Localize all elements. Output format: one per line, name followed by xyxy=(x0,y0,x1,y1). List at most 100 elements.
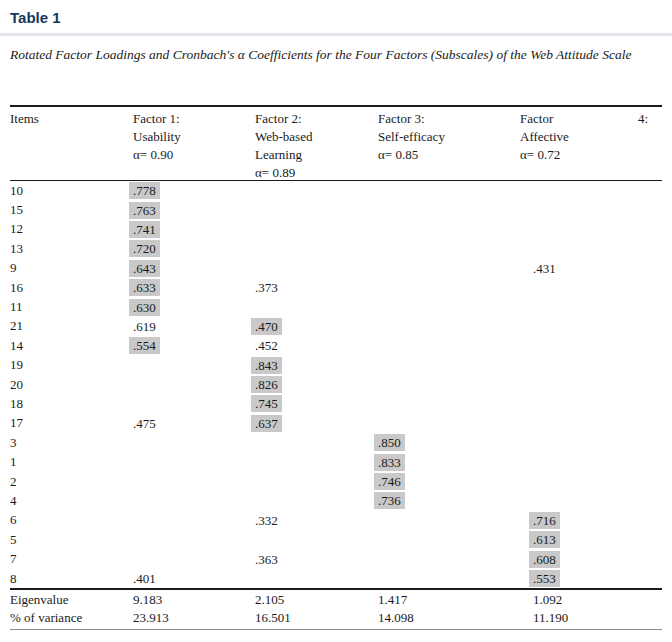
item-number: 3 xyxy=(10,435,133,451)
factor-loading: .619 xyxy=(129,318,160,335)
table-caption: Rotated Factor Loadings and Cronbach's α… xyxy=(10,45,658,64)
item-number: 5 xyxy=(10,532,133,548)
table-body: 10.77815.76312.74113.7209.643.43116.633.… xyxy=(10,181,662,588)
cell-pad: .608 xyxy=(520,551,662,568)
item-number: 6 xyxy=(10,512,133,528)
loading-cell: .778 xyxy=(133,182,255,199)
table-row: 11.630 xyxy=(10,297,662,316)
table-row: 9.643.431 xyxy=(10,259,662,278)
header-line-justified: Factor4: xyxy=(520,110,648,128)
heading-rule xyxy=(0,33,672,36)
loading-cell: .613 xyxy=(520,531,662,548)
header-text: α= 0.89 xyxy=(255,164,378,182)
item-number: 15 xyxy=(10,202,133,218)
factor-loading-highlighted: .553 xyxy=(529,570,560,587)
factor-loading: .363 xyxy=(251,551,282,568)
factor-loading-highlighted: .643 xyxy=(129,260,160,277)
loading-cell: .373 xyxy=(255,279,378,296)
header-text: Web-based xyxy=(255,128,378,146)
table-row: 18.745 xyxy=(10,394,662,413)
factor-loading-highlighted: .637 xyxy=(251,415,282,432)
loading-cell: .741 xyxy=(133,221,255,238)
header-col-3: Factor 2:Web-basedLearningα= 0.89 xyxy=(255,110,378,180)
item-number: 19 xyxy=(10,357,133,373)
loading-cell: .363 xyxy=(255,551,378,568)
summary-value: 14.098 xyxy=(378,610,520,626)
loading-cell: .431 xyxy=(520,260,662,277)
document-page: Table 1 Rotated Factor Loadings and Cron… xyxy=(0,0,672,642)
header-text: Self-efficacy xyxy=(378,128,520,146)
header-text: α= 0.72 xyxy=(520,146,662,164)
loading-cell: .401 xyxy=(133,570,255,587)
factor-loading: .452 xyxy=(251,337,282,354)
cell-pad: .553 xyxy=(520,570,662,587)
cell-pad: .431 xyxy=(520,260,662,277)
loading-cell: .720 xyxy=(133,240,255,257)
loading-cell: .630 xyxy=(133,299,255,316)
table-row: 5 .613 xyxy=(10,530,662,549)
header-text: Affective xyxy=(520,128,662,146)
table-row: 20.826 xyxy=(10,375,662,394)
header-text: Factor 2: xyxy=(255,110,378,128)
factor-loading-highlighted: .608 xyxy=(529,551,560,568)
table-row: 14.554.452 xyxy=(10,336,662,355)
summary-value: 2.105 xyxy=(255,592,378,608)
table-row: 10.778 xyxy=(10,181,662,200)
summary-row: % of variance23.91316.50114.09811.190 xyxy=(10,609,662,627)
factor-loading: .373 xyxy=(251,279,282,296)
cell-pad: .716 xyxy=(520,512,662,529)
table-row: 12.741 xyxy=(10,220,662,239)
factor-loading-highlighted: .763 xyxy=(129,202,160,219)
item-number: 8 xyxy=(10,571,133,587)
table-row: 7.363.608 xyxy=(10,549,662,568)
factor-loading-highlighted: .630 xyxy=(129,299,160,316)
factor-loading-highlighted: .850 xyxy=(374,434,405,451)
item-number: 17 xyxy=(10,415,133,431)
header-text: Usability xyxy=(133,128,255,146)
item-number: 1 xyxy=(10,454,133,470)
summary-label: Eigenvalue xyxy=(10,592,133,608)
table-row: 1 .833 xyxy=(10,452,662,471)
header-text: α= 0.85 xyxy=(378,146,520,164)
table-header-row: ItemsFactor 1:Usabilityα= 0.90Factor 2:W… xyxy=(10,105,662,181)
item-number: 13 xyxy=(10,241,133,257)
summary-value: 1.417 xyxy=(378,592,520,608)
factor-loading-highlighted: .741 xyxy=(129,221,160,238)
factor-loading-highlighted: .745 xyxy=(251,395,282,412)
loading-cell: .554 xyxy=(133,337,255,354)
factor-loading-highlighted: .778 xyxy=(129,182,160,199)
factor-loading-highlighted: .716 xyxy=(529,512,560,529)
factor-loading-highlighted: .843 xyxy=(251,357,282,374)
header-text: Factor 1: xyxy=(133,110,255,128)
item-number: 11 xyxy=(10,299,133,315)
loading-cell: .452 xyxy=(255,337,378,354)
header-col-4: Factor 3:Self-efficacyα= 0.85 xyxy=(378,110,520,180)
table-row: 6 .332 .716 xyxy=(10,511,662,530)
item-number: 10 xyxy=(10,183,133,199)
header-text: α= 0.90 xyxy=(133,146,255,164)
factor-loading-highlighted: .833 xyxy=(374,454,405,471)
summary-value: 16.501 xyxy=(255,610,378,626)
loading-cell: .332 xyxy=(255,512,378,529)
factor-loading-highlighted: .746 xyxy=(374,473,405,490)
cell-pad: 11.190 xyxy=(520,610,662,626)
loading-cell: .643 xyxy=(133,260,255,277)
header-text: Items xyxy=(10,110,133,128)
loading-cell: .637 xyxy=(255,415,378,432)
table-row: 17.475.637 xyxy=(10,414,662,433)
header-text: Factor xyxy=(520,110,553,128)
header-col-2: Factor 1:Usabilityα= 0.90 xyxy=(133,110,255,180)
loading-cell: .470 xyxy=(255,318,378,335)
table-title: Table 1 xyxy=(0,0,672,26)
table-row: 21.619.470 xyxy=(10,317,662,336)
item-number: 4 xyxy=(10,493,133,509)
item-number: 2 xyxy=(10,474,133,490)
loading-cell: .736 xyxy=(378,492,520,509)
summary-value: 9.183 xyxy=(133,592,255,608)
loading-cell: .619 xyxy=(133,318,255,335)
table-row: 8.401 .553 xyxy=(10,569,662,588)
table-row: 13.720 xyxy=(10,239,662,258)
factor-loading: .431 xyxy=(529,260,560,277)
loading-cell: .826 xyxy=(255,376,378,393)
loading-cell: .608 xyxy=(520,551,662,568)
